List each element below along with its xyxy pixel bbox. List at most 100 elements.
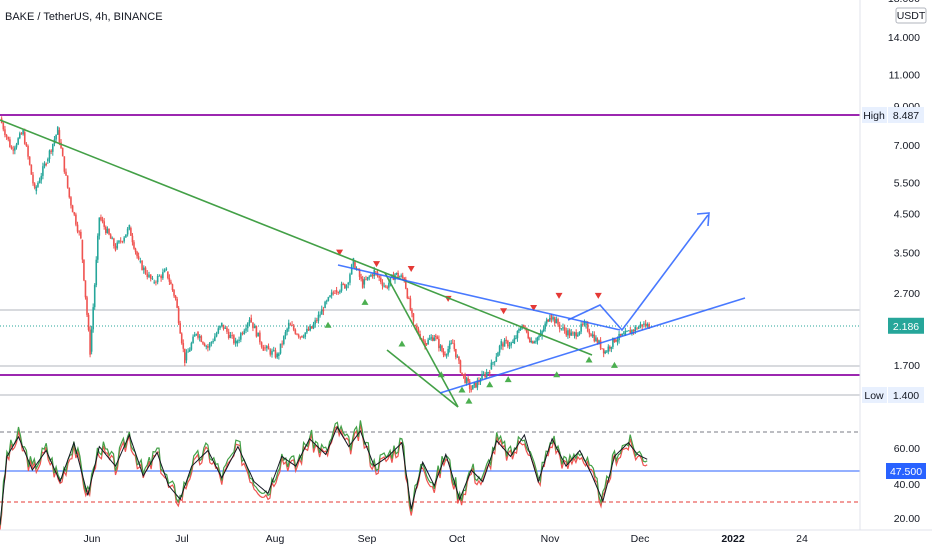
candle-body bbox=[568, 330, 571, 336]
candle-body bbox=[536, 337, 539, 341]
candle-body bbox=[144, 267, 147, 274]
candle-body bbox=[93, 285, 96, 308]
candle-body bbox=[224, 327, 227, 329]
candle-body bbox=[139, 260, 142, 262]
projection-arrowhead bbox=[696, 212, 710, 227]
candle-body bbox=[401, 275, 404, 278]
candle-body bbox=[250, 317, 253, 323]
candle-body bbox=[588, 331, 591, 335]
candle-body bbox=[108, 228, 110, 235]
price-tick-label: 1.700 bbox=[894, 360, 920, 372]
candle-body bbox=[227, 331, 230, 338]
buy-marker bbox=[398, 340, 406, 347]
candle-body bbox=[450, 342, 453, 344]
candle-body bbox=[632, 329, 635, 332]
price-tick-label: 3.500 bbox=[894, 248, 920, 260]
candle-body bbox=[113, 238, 115, 246]
candle-body bbox=[461, 372, 463, 375]
candle-body bbox=[119, 240, 122, 242]
trendline-green-main bbox=[0, 119, 593, 356]
time-tick-label: Aug bbox=[266, 533, 285, 545]
candle-body bbox=[170, 281, 172, 285]
candle-body bbox=[163, 269, 166, 273]
candle-body bbox=[149, 274, 152, 279]
buy-marker bbox=[486, 381, 494, 388]
chart-title: BAKE / TetherUS, 4h, BINANCE bbox=[5, 11, 163, 23]
price-tick-label: 5.500 bbox=[894, 177, 920, 189]
candle-body bbox=[109, 234, 112, 239]
candle-body bbox=[4, 129, 6, 136]
candle-body bbox=[80, 231, 82, 239]
candle-body bbox=[492, 362, 494, 364]
candle-body bbox=[179, 323, 181, 334]
candle-body bbox=[550, 314, 553, 320]
candle-body bbox=[126, 228, 129, 235]
candle-body bbox=[467, 378, 469, 382]
candle-body bbox=[202, 341, 204, 344]
candle-body bbox=[148, 274, 150, 277]
candle-body bbox=[284, 332, 287, 337]
price-series bbox=[0, 116, 650, 404]
candle-body bbox=[370, 274, 372, 277]
candle-body bbox=[521, 327, 523, 329]
candle-body bbox=[639, 324, 642, 327]
candle-body bbox=[381, 282, 384, 286]
candle-body bbox=[363, 279, 366, 285]
candle-body bbox=[350, 264, 353, 275]
candle-body bbox=[519, 328, 522, 330]
candle-body bbox=[327, 297, 330, 301]
candle-body bbox=[634, 326, 637, 332]
candle-body bbox=[515, 338, 517, 339]
candle-body bbox=[27, 146, 29, 157]
candle-body bbox=[28, 156, 31, 165]
candle-body bbox=[447, 349, 449, 355]
candle-body bbox=[631, 329, 633, 334]
candle-body bbox=[435, 335, 437, 337]
candle-body bbox=[615, 339, 617, 342]
candle-body bbox=[581, 324, 584, 325]
candle-body bbox=[264, 347, 266, 349]
candle-body bbox=[448, 343, 451, 350]
candle-body bbox=[210, 342, 213, 344]
candle-body bbox=[335, 290, 338, 293]
candle-body bbox=[337, 292, 340, 293]
candle-body bbox=[90, 329, 93, 352]
rsi-series bbox=[0, 420, 648, 530]
candle-body bbox=[65, 171, 67, 176]
candle-body bbox=[177, 307, 180, 324]
price-axis-ticks: 1.4001.7002.7003.5004.5005.5007.0009.000… bbox=[888, 0, 920, 402]
candle-body bbox=[111, 238, 114, 240]
price-tag-value: 2.186 bbox=[893, 321, 919, 333]
candle-body bbox=[226, 327, 228, 332]
candle-body bbox=[238, 339, 240, 341]
candle-body bbox=[330, 292, 333, 296]
price-tick-label: 7.000 bbox=[894, 140, 920, 152]
candle-body bbox=[195, 333, 198, 335]
candle-body bbox=[184, 348, 186, 363]
price-tick-label: 11.000 bbox=[889, 70, 920, 82]
candle-body bbox=[505, 339, 508, 341]
candle-body bbox=[106, 228, 109, 234]
candle-body bbox=[156, 276, 159, 283]
candle-body bbox=[404, 279, 407, 289]
candle-body bbox=[9, 139, 11, 148]
candle-body bbox=[607, 346, 610, 352]
candle-body bbox=[151, 278, 154, 280]
price-tick-label: 4.500 bbox=[894, 209, 920, 221]
candle-body bbox=[192, 336, 194, 344]
candle-body bbox=[602, 348, 605, 354]
candle-body bbox=[544, 323, 546, 329]
candle-body bbox=[436, 337, 439, 339]
candle-body bbox=[441, 345, 443, 352]
candle-body bbox=[342, 283, 344, 285]
candle-body bbox=[307, 328, 310, 331]
candle-body bbox=[530, 340, 533, 343]
candle-body bbox=[431, 337, 434, 341]
candle-body bbox=[173, 289, 175, 296]
candle-body bbox=[406, 288, 409, 299]
candle-body bbox=[2, 122, 5, 130]
candle-body bbox=[219, 325, 221, 329]
candle-body bbox=[20, 133, 23, 135]
candle-body bbox=[596, 339, 599, 344]
